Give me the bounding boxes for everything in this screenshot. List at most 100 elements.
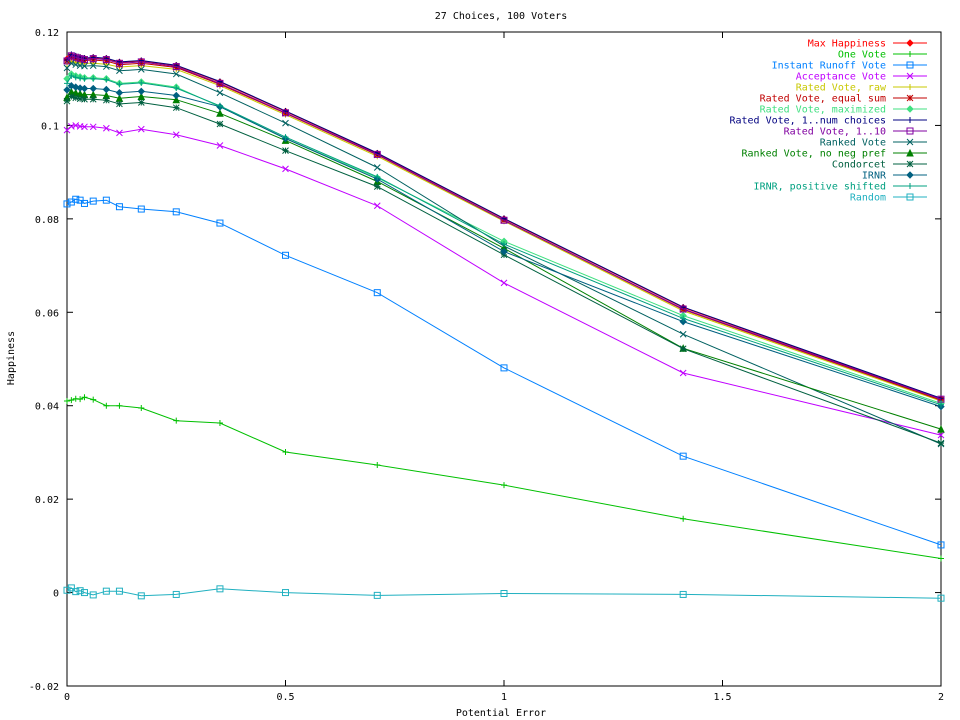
data-point bbox=[937, 541, 945, 549]
data-point bbox=[679, 369, 687, 377]
data-point bbox=[102, 124, 110, 132]
data-point bbox=[137, 66, 145, 73]
legend-label: Ranked Vote bbox=[820, 138, 886, 149]
legend-entry: Random bbox=[850, 193, 927, 204]
data-point bbox=[500, 590, 508, 598]
legend-entry: Condorcet bbox=[832, 160, 927, 171]
data-point bbox=[116, 100, 123, 108]
data-point bbox=[63, 586, 71, 594]
data-point bbox=[137, 205, 145, 213]
data-point bbox=[282, 165, 289, 173]
series-line bbox=[66, 198, 942, 546]
legend-label: Rated Vote, equal sum bbox=[760, 94, 886, 105]
series-8 bbox=[63, 52, 945, 403]
legend-entry: Rated Vote, 1..10 bbox=[784, 127, 927, 138]
data-point bbox=[680, 315, 687, 322]
legend-label: Instant Runoff Vote bbox=[772, 61, 886, 72]
data-point bbox=[137, 87, 145, 96]
data-point bbox=[137, 58, 145, 66]
series-10 bbox=[63, 87, 945, 433]
data-point bbox=[282, 119, 289, 127]
y-tick-label: 0.02 bbox=[35, 495, 59, 506]
data-point bbox=[72, 83, 80, 91]
data-point bbox=[937, 594, 945, 602]
data-point bbox=[63, 86, 71, 94]
x-tick-label: 0.5 bbox=[276, 692, 294, 703]
data-point bbox=[138, 405, 145, 412]
legend-marker bbox=[906, 127, 914, 135]
data-point bbox=[103, 402, 110, 409]
legend-label: Rated Vote, raw bbox=[796, 83, 887, 94]
legend-marker bbox=[906, 105, 914, 113]
data-point bbox=[116, 402, 123, 409]
data-point bbox=[115, 203, 123, 211]
data-point bbox=[80, 589, 88, 597]
data-point bbox=[81, 123, 88, 131]
data-point bbox=[76, 84, 84, 92]
series-7 bbox=[64, 51, 944, 402]
legend-label: Max Happiness bbox=[808, 39, 886, 50]
series-line bbox=[66, 55, 942, 400]
data-point bbox=[115, 59, 123, 67]
data-point bbox=[216, 102, 223, 109]
data-point bbox=[500, 247, 508, 256]
data-point bbox=[172, 70, 180, 78]
legend-entry: Acceptance Vote bbox=[796, 72, 927, 83]
data-point bbox=[172, 590, 180, 598]
data-point bbox=[68, 93, 75, 100]
data-point bbox=[102, 96, 110, 104]
data-point bbox=[937, 431, 945, 439]
data-point bbox=[102, 196, 110, 204]
data-point bbox=[373, 289, 381, 297]
data-point bbox=[76, 95, 84, 103]
legend-marker bbox=[907, 84, 913, 90]
data-point bbox=[72, 94, 80, 102]
data-point bbox=[89, 123, 97, 131]
series-line bbox=[66, 124, 942, 436]
data-point bbox=[102, 85, 111, 94]
x-axis-label: Potential Error bbox=[456, 708, 546, 719]
data-point bbox=[501, 241, 507, 248]
legend-entry: Ranked Vote, no neg pref bbox=[742, 148, 927, 160]
legend-entry: One Vote bbox=[838, 50, 927, 61]
data-point bbox=[679, 305, 687, 313]
data-point bbox=[216, 219, 224, 227]
data-point bbox=[89, 84, 97, 93]
data-point bbox=[373, 164, 381, 171]
x-tick-label: 2 bbox=[938, 692, 944, 703]
data-point bbox=[216, 79, 224, 87]
series-13 bbox=[64, 72, 944, 408]
data-point bbox=[81, 95, 88, 103]
data-point bbox=[102, 56, 110, 64]
data-point bbox=[68, 397, 75, 404]
data-point bbox=[138, 79, 145, 86]
data-point bbox=[282, 589, 289, 597]
data-point bbox=[282, 448, 289, 455]
series-line bbox=[66, 396, 942, 559]
legend-marker bbox=[906, 148, 914, 157]
series-line bbox=[66, 587, 942, 599]
data-point bbox=[501, 482, 507, 489]
data-point bbox=[173, 85, 180, 92]
legend-marker bbox=[907, 117, 913, 123]
legend-marker bbox=[907, 51, 913, 57]
data-point bbox=[679, 345, 687, 353]
data-point bbox=[137, 99, 145, 106]
data-point bbox=[938, 401, 944, 408]
data-point bbox=[81, 62, 88, 70]
series-1 bbox=[64, 394, 944, 562]
legend-label: Condorcet bbox=[832, 160, 886, 171]
data-point bbox=[500, 279, 508, 287]
data-point bbox=[67, 52, 75, 60]
data-point bbox=[137, 92, 146, 100]
data-point bbox=[90, 396, 97, 403]
legend-entry: Ranked Vote bbox=[820, 138, 927, 149]
y-tick-label: 0.06 bbox=[35, 308, 59, 319]
y-tick-label: 0 bbox=[53, 589, 59, 600]
x-tick-label: 1.5 bbox=[713, 692, 731, 703]
data-point bbox=[115, 89, 124, 97]
series-2 bbox=[63, 195, 945, 549]
data-point bbox=[116, 129, 123, 137]
x-tick-label: 0 bbox=[64, 692, 70, 703]
